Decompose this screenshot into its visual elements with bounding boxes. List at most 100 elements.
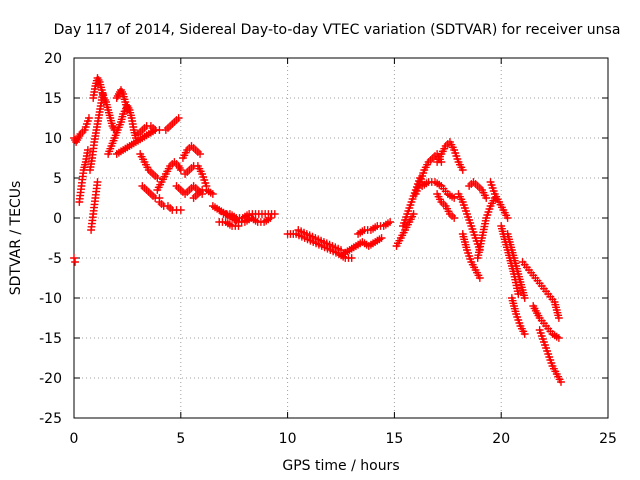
series-prn-z xyxy=(354,218,395,238)
series-prn-ah xyxy=(458,230,484,282)
plot-frame xyxy=(73,57,609,419)
chart-title: Day 117 of 2014, Sidereal Day-to-day VTE… xyxy=(54,22,621,38)
data-point xyxy=(292,230,301,238)
series-prn-am xyxy=(503,230,529,302)
data-point xyxy=(297,227,306,236)
data-point xyxy=(176,206,185,214)
series-prn-j xyxy=(134,122,164,138)
data-point xyxy=(503,214,512,222)
data-point xyxy=(543,347,552,355)
data-point xyxy=(201,179,210,187)
x-tick-label: 15 xyxy=(385,431,403,447)
data-point xyxy=(83,146,92,154)
data-point xyxy=(400,219,408,227)
x-axis-label: GPS time / hours xyxy=(282,458,399,474)
data-point xyxy=(458,166,467,174)
series-prn-i xyxy=(112,126,160,158)
data-point xyxy=(450,214,459,222)
data-point xyxy=(312,239,320,248)
x-tick-label: 10 xyxy=(279,431,297,447)
series-prn-ad xyxy=(418,178,459,202)
data-point xyxy=(402,213,411,221)
data-point xyxy=(334,244,343,253)
data-point xyxy=(308,232,317,241)
y-tick-label: -10 xyxy=(39,291,62,307)
y-tick-label: -20 xyxy=(39,371,62,387)
data-point xyxy=(123,106,132,114)
data-point xyxy=(80,126,89,134)
grid-layer xyxy=(74,58,608,418)
series-prn-u xyxy=(219,210,279,222)
data-point xyxy=(174,114,183,122)
data-point xyxy=(514,290,523,298)
data-point xyxy=(399,222,407,230)
data-point xyxy=(306,236,315,245)
data-point xyxy=(515,319,524,327)
series-prn-y xyxy=(339,234,386,258)
data-point xyxy=(411,190,420,198)
data-point xyxy=(535,326,544,334)
data-point xyxy=(450,194,459,202)
data-point xyxy=(300,234,309,242)
x-tick-label: 25 xyxy=(599,431,617,447)
data-point xyxy=(468,225,477,233)
data-point xyxy=(153,174,162,182)
data-point xyxy=(300,228,308,237)
data-point xyxy=(404,207,413,215)
data-point xyxy=(545,353,554,361)
data-point xyxy=(520,294,529,302)
data-point xyxy=(554,314,563,322)
data-point xyxy=(332,248,340,257)
data-point xyxy=(470,231,479,239)
data-point xyxy=(317,242,326,250)
data-point xyxy=(544,350,553,358)
y-tick-label: 15 xyxy=(44,91,62,107)
series-prn-f xyxy=(87,178,102,234)
series-prn-o xyxy=(155,198,185,214)
data-point xyxy=(331,243,340,252)
data-point xyxy=(234,222,243,230)
data-point xyxy=(297,232,306,241)
series-prn-s xyxy=(189,186,217,202)
data-point xyxy=(458,198,467,206)
data-point xyxy=(418,172,427,180)
data-point xyxy=(314,235,323,244)
series-prn-ai xyxy=(473,194,499,262)
data-point xyxy=(303,235,312,244)
data-point xyxy=(451,149,460,157)
series-prn-b xyxy=(70,254,79,266)
y-tick-label: -15 xyxy=(39,331,62,347)
data-point xyxy=(155,126,164,134)
series-prn-ae xyxy=(433,138,467,174)
y-axis-label: SDTVAR / TECUs xyxy=(8,181,24,296)
series-prn-r xyxy=(181,162,211,190)
data-point xyxy=(409,210,418,218)
y-tick-label: 10 xyxy=(44,131,62,147)
data-point xyxy=(208,190,217,198)
data-point xyxy=(489,187,498,195)
data-point xyxy=(463,210,471,218)
data-point xyxy=(329,247,338,256)
axis-ticks: 0 5 10 15 20 25 -25 -20 -15 -10 -5 0 5 10 15 20 xyxy=(39,51,617,447)
y-tick-label: 0 xyxy=(53,211,62,227)
data-point xyxy=(176,166,185,174)
data-point xyxy=(294,226,303,234)
data-point xyxy=(459,201,468,209)
series-prn-an xyxy=(507,294,529,338)
data-point xyxy=(93,178,102,186)
data-point xyxy=(413,184,422,192)
data-point xyxy=(520,330,529,338)
series-prn-c xyxy=(75,146,92,206)
data-point xyxy=(466,255,475,263)
data-point xyxy=(85,114,93,122)
data-point xyxy=(325,240,334,249)
data-point xyxy=(82,120,91,128)
data-point xyxy=(328,242,337,250)
data-point xyxy=(482,214,491,222)
data-point xyxy=(403,210,412,218)
data-point xyxy=(200,176,209,184)
series-prn-ak xyxy=(486,178,512,222)
data-point xyxy=(98,90,107,98)
data-point xyxy=(471,234,480,242)
